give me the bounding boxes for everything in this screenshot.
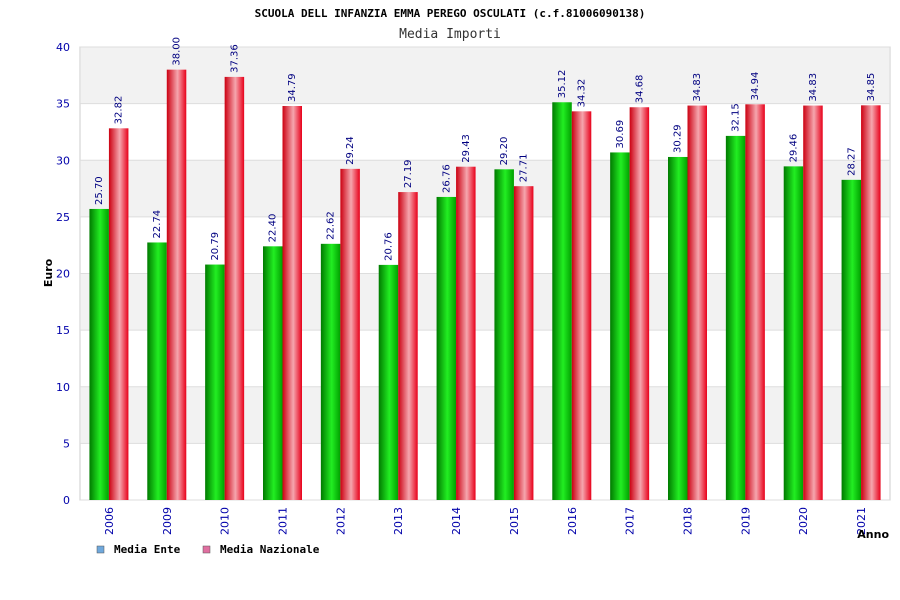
value-label: 30.69	[615, 120, 626, 149]
x-tick-label: 2006	[103, 507, 116, 535]
bar-media-nazionale-2010	[224, 76, 245, 500]
bar-media-nazionale-2018	[687, 105, 707, 501]
y-axis-ticks: 0 5 10 15 20 25 30 35 40	[56, 41, 70, 507]
value-label: 32.15	[731, 103, 742, 132]
y-tick-label: 10	[56, 381, 70, 394]
bar-media-ente-2014	[436, 196, 457, 500]
bar-media-ente-2018	[668, 156, 688, 500]
bar-media-nazionale-2011	[282, 106, 302, 501]
chart-title: SCUOLA DELL INFANZIA EMMA PEREGO OSCULAT…	[255, 7, 646, 20]
x-axis-ticks: 2006 2009 2010 2011 2012 2013 2014 2015 2016 2017…	[103, 507, 868, 535]
bar-media-ente-2009	[147, 242, 167, 501]
bar-media-nazionale-2020	[803, 105, 823, 501]
value-label: 30.29	[673, 124, 684, 153]
value-label: 34.94	[750, 72, 761, 101]
x-tick-label: 2015	[508, 507, 521, 535]
legend: Media Ente Media Nazionale	[96, 543, 320, 556]
value-label: 29.20	[499, 137, 510, 166]
x-tick-label: 2010	[219, 507, 232, 535]
bar-media-ente-2012	[320, 243, 341, 501]
bar-media-nazionale-2012	[340, 168, 360, 500]
value-label: 34.83	[808, 73, 819, 102]
bar-media-nazionale-2017	[629, 107, 650, 501]
value-label: 20.79	[210, 232, 221, 261]
grid-band	[81, 160, 889, 217]
y-tick-label: 40	[56, 41, 70, 54]
value-label: 34.79	[287, 73, 298, 102]
value-label: 34.85	[866, 73, 877, 102]
bar-media-ente-2011	[263, 246, 283, 500]
x-tick-label: 2012	[334, 507, 347, 535]
value-label: 29.24	[345, 136, 356, 165]
value-label: 38.00	[172, 37, 183, 66]
value-label: 20.76	[383, 232, 394, 261]
value-label: 27.19	[403, 159, 414, 188]
value-label: 22.62	[326, 211, 337, 240]
bar-media-nazionale-2014	[456, 166, 476, 500]
value-label: 26.76	[441, 164, 452, 193]
legend-swatch	[202, 545, 211, 554]
grid-band	[81, 386, 889, 444]
legend-label: Media Ente	[114, 543, 181, 556]
y-axis-title: Euro	[42, 258, 55, 287]
x-tick-label: 2021	[855, 507, 868, 535]
value-label: 29.43	[461, 134, 472, 163]
y-tick-label: 15	[56, 324, 70, 337]
value-label: 35.12	[557, 70, 568, 99]
bar-media-nazionale-2016	[571, 111, 592, 501]
x-axis-title: Anno	[857, 528, 889, 541]
bar-media-ente-2016	[552, 102, 572, 501]
x-tick-label: 2019	[739, 507, 752, 535]
x-tick-label: 2011	[277, 507, 290, 535]
x-tick-label: 2017	[624, 507, 637, 535]
value-label: 27.71	[519, 154, 530, 183]
bar-media-nazionale-2006	[108, 128, 129, 500]
bar-media-nazionale-2019	[745, 104, 765, 500]
bar-media-ente-2015	[494, 169, 514, 500]
value-label: 22.40	[268, 214, 279, 243]
bar-media-ente-2010	[205, 264, 225, 500]
bar-media-ente-2020	[783, 166, 804, 501]
legend-label: Media Nazionale	[220, 543, 320, 556]
bar-media-nazionale-2015	[513, 186, 534, 500]
bar-media-ente-2006	[89, 208, 109, 500]
value-label: 34.83	[692, 73, 703, 102]
x-tick-label: 2014	[450, 507, 463, 535]
value-label: 28.27	[846, 147, 857, 176]
y-tick-label: 30	[56, 154, 70, 167]
value-label: 29.46	[788, 134, 799, 163]
value-label: 22.74	[152, 210, 163, 239]
value-label: 32.82	[114, 96, 125, 125]
y-tick-label: 0	[63, 494, 70, 507]
bar-media-ente-2021	[841, 179, 862, 500]
legend-swatch	[96, 545, 105, 554]
bar-media-ente-2019	[725, 135, 746, 500]
x-tick-label: 2013	[392, 507, 405, 535]
y-tick-label: 20	[56, 268, 70, 281]
value-label: 37.36	[229, 44, 240, 73]
value-label: 25.70	[94, 176, 105, 205]
x-tick-label: 2009	[161, 507, 174, 535]
chart-subtitle: Media Importi	[399, 27, 501, 42]
value-label: 34.68	[634, 75, 645, 104]
y-tick-label: 25	[56, 211, 70, 224]
value-labels: 25.70 32.82 22.74 38.00 20.79 37.36 22.40 34.79…	[94, 37, 877, 261]
y-tick-label: 5	[63, 437, 70, 450]
bar-media-nazionale-2009	[166, 69, 187, 501]
bar-media-ente-2013	[378, 264, 399, 500]
bar-media-nazionale-2013	[398, 192, 418, 501]
x-tick-label: 2020	[797, 507, 810, 535]
x-tick-label: 2018	[682, 507, 695, 535]
y-tick-label: 35	[56, 98, 70, 111]
x-tick-label: 2016	[566, 507, 579, 535]
bars	[89, 69, 881, 501]
grid-band	[81, 273, 889, 331]
grid-band	[81, 47, 889, 104]
bar-media-ente-2017	[610, 152, 630, 501]
bar-media-nazionale-2021	[861, 105, 881, 500]
value-label: 34.32	[577, 79, 588, 108]
